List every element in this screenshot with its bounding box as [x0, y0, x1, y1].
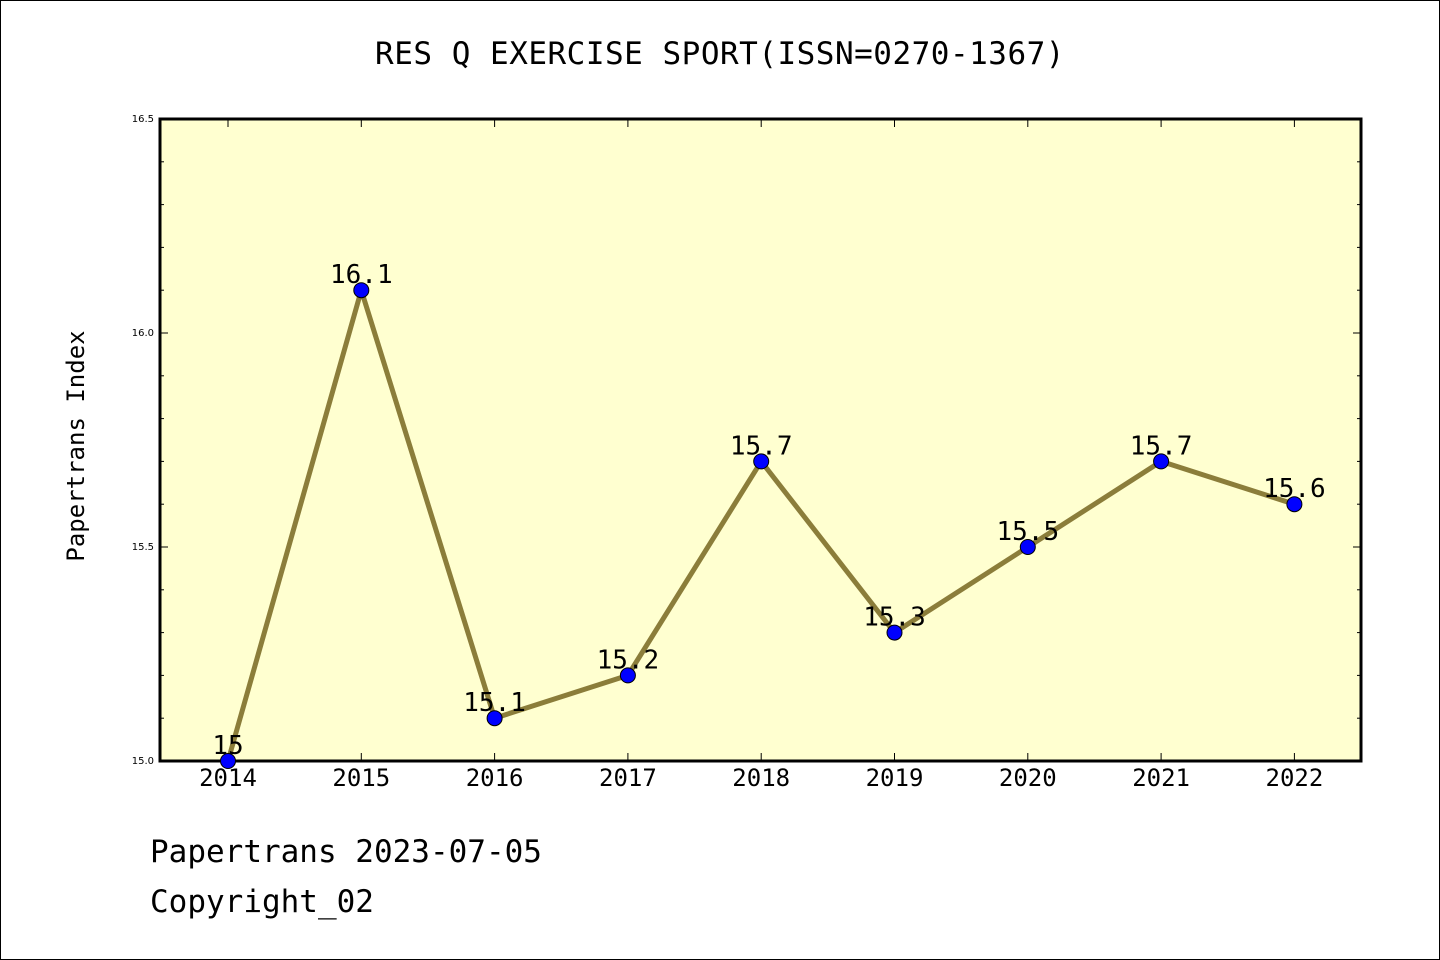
footer-copyright: Copyright_02 — [150, 884, 374, 920]
x-axis: 2014 2015 2016 2017 2018 2019 2020 2021 2022 — [199, 119, 1323, 792]
data-point-2016 — [486, 710, 503, 727]
data-point-2022 — [1286, 496, 1303, 513]
data-label-2018: 15.7 — [730, 431, 793, 461]
y-axis: 15.0 15.5 16.0 16.5 — [132, 114, 1361, 767]
data-label-2021: 15.7 — [1130, 431, 1193, 461]
data-point-2017 — [619, 667, 636, 684]
x-tick-label: 2018 — [732, 764, 790, 792]
data-point-2020 — [1019, 539, 1036, 555]
y-tick-label: 15.5 — [132, 542, 154, 553]
data-point-2021 — [1153, 453, 1170, 470]
y-tick-label: 16.5 — [132, 114, 154, 125]
x-tick-label: 2015 — [332, 764, 390, 792]
data-label-2015: 16.1 — [330, 260, 393, 290]
data-label-2014: 15 — [212, 731, 243, 761]
data-label-2017: 15.2 — [597, 645, 660, 675]
x-tick-label: 2016 — [466, 764, 524, 792]
data-point-2018 — [753, 453, 770, 470]
data-point-2014 — [220, 753, 236, 769]
plot-area — [158, 117, 1363, 763]
data-points — [220, 282, 1303, 769]
x-tick-label: 2020 — [999, 764, 1057, 792]
chart-title: RES Q EXERCISE SPORT(ISSN=0270-1367) — [375, 36, 1065, 72]
data-labels: 15 16.1 15.1 15.2 15.7 15.3 15.5 15.7 15.6 — [212, 260, 1325, 761]
data-point-2019 — [886, 624, 903, 641]
x-tick-label: 2021 — [1132, 764, 1190, 792]
footer-date: Papertrans 2023-07-05 — [150, 834, 542, 870]
data-label-2020: 15.5 — [996, 517, 1059, 547]
data-label-2016: 15.1 — [463, 688, 526, 718]
x-tick-label: 2017 — [599, 764, 657, 792]
x-tick-label: 2019 — [866, 764, 924, 792]
data-label-2019: 15.3 — [863, 603, 926, 633]
y-tick-label: 16.0 — [132, 328, 154, 339]
data-point-2015 — [353, 282, 370, 299]
data-label-2022: 15.6 — [1263, 474, 1326, 504]
x-tick-label: 2022 — [1266, 764, 1324, 792]
y-tick-label: 15.0 — [132, 756, 154, 767]
